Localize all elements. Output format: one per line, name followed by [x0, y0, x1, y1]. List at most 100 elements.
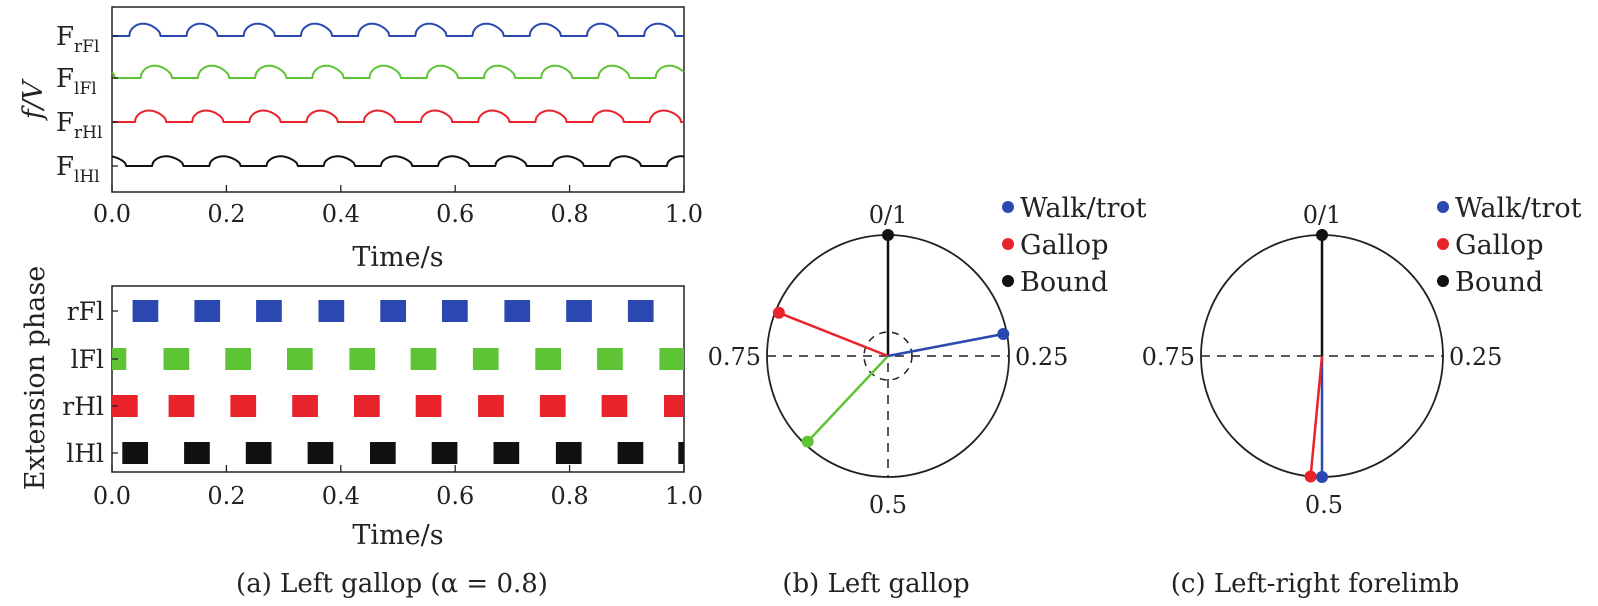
a-top-frame [111, 6, 685, 193]
extension-bar-lHl [245, 442, 272, 464]
phase-point [801, 435, 814, 448]
x-tick-label: 0.6 [436, 482, 474, 510]
row-label-lFl: lFl [71, 345, 104, 374]
extension-bar-rHl [292, 395, 318, 417]
extension-bar-lFl [535, 348, 561, 370]
a-bottom-row-labels: rFl lFl rHl lHl [62, 297, 118, 468]
series-line-lFl [111, 64, 685, 79]
panel-b-polar: 0/1 0.25 0.75 0.5 Walk/trot Gallop Bound (b) Le… [708, 193, 1147, 599]
extension-bar-lHl [122, 442, 148, 464]
caption-a: (a) Left gallop (α = 0.8) [236, 569, 548, 599]
panel-c-polar: 0/1 0.25 0.75 0.5 Walk/trot Gallop Bound (c) Le… [1142, 193, 1582, 599]
extension-bar-rHl [230, 395, 257, 417]
extension-bar-lFl [287, 348, 313, 370]
a-bottom-ylabel: Extension phase [20, 266, 51, 490]
extension-bar-rHl [539, 395, 566, 417]
polar-label-right: 0.25 [1015, 343, 1068, 371]
extension-bar-rHl [664, 395, 684, 417]
extension-bar-lFl [349, 348, 376, 370]
extension-bar-lHl [678, 442, 684, 464]
extension-bar-lHl [307, 442, 334, 464]
polar-label-top: 0/1 [1303, 201, 1342, 229]
extension-bar-rHl [354, 395, 380, 417]
series-line-rFl [112, 22, 684, 37]
polar-inner-circle [863, 331, 913, 381]
extension-bar-rHl [112, 395, 138, 417]
series-label-lFl: FlFl [56, 64, 97, 99]
polar-label-top: 0/1 [869, 201, 908, 229]
row-label-rFl: rFl [67, 297, 104, 326]
a-top-xlabel: Time/s [352, 242, 443, 273]
polar-label-left: 0.75 [1142, 343, 1195, 371]
a-bottom-bars [112, 300, 684, 464]
extension-bar-rFl [442, 300, 468, 322]
legend-label: Walk/trot [1455, 193, 1582, 224]
series-label-lHl: FlHl [56, 152, 100, 187]
polar-label-bottom: 0.5 [869, 491, 907, 519]
x-tick-label: 0.8 [551, 482, 589, 510]
extension-bar-lHl [555, 442, 582, 464]
series-label-rHl: FrHl [56, 108, 102, 143]
legend-marker [1437, 275, 1449, 287]
x-tick-label: 0.0 [93, 482, 131, 510]
phase-vector [806, 355, 889, 443]
extension-bar-lFl [112, 348, 127, 370]
extension-bar-lFl [163, 348, 190, 370]
x-tick-label: 0.4 [322, 200, 360, 228]
extension-bar-rFl [380, 300, 406, 322]
a-top-x-ticks: 0.0 0.2 0.4 0.6 0.8 1.0 [93, 185, 703, 228]
extension-bar-lFl [597, 348, 623, 370]
a-bottom-xlabel: Time/s [352, 520, 443, 551]
extension-bar-rFl [318, 300, 345, 322]
phase-point [1304, 470, 1317, 483]
legend-marker [1002, 201, 1014, 213]
legend-marker [1002, 238, 1014, 250]
legend-marker [1002, 275, 1014, 287]
phase-point [772, 306, 785, 319]
legend-label: Gallop [1020, 230, 1108, 261]
x-tick-label: 0.6 [436, 200, 474, 228]
extension-bar-lHl [617, 442, 644, 464]
x-tick-label: 0.8 [551, 200, 589, 228]
series-label-rFl: FrFl [56, 22, 99, 57]
extension-bar-lFl [472, 348, 499, 370]
caption: (b) Left gallop [782, 569, 969, 599]
extension-bar-lHl [493, 442, 520, 464]
a-bottom-frame [111, 285, 685, 473]
series-line-rHl [112, 109, 684, 123]
x-tick-label: 0.0 [93, 200, 131, 228]
a-top-series-labels: FrFl FlFl FrHl FlHl [56, 22, 118, 187]
caption: (c) Left-right forelimb [1171, 569, 1460, 599]
phase-vector [1309, 355, 1324, 477]
x-tick-label: 0.2 [207, 200, 245, 228]
extension-bar-rFl [194, 300, 221, 322]
extension-bar-rFl [132, 300, 159, 322]
a-bottom-x-ticks: 0.0 0.2 0.4 0.6 0.8 1.0 [93, 465, 703, 510]
extension-bar-rFl [504, 300, 531, 322]
extension-bar-rFl [256, 300, 282, 322]
x-tick-label: 1.0 [665, 482, 703, 510]
extension-bar-lHl [370, 442, 396, 464]
extension-bar-lHl [431, 442, 458, 464]
extension-bar-lFl [225, 348, 251, 370]
phase-point [997, 328, 1010, 340]
extension-bar-rHl [601, 395, 628, 417]
legend-marker [1437, 201, 1449, 213]
a-top-series-lines [111, 22, 685, 167]
legend-label: Gallop [1455, 230, 1543, 261]
extension-bar-lHl [184, 442, 210, 464]
polar-label-left: 0.75 [708, 343, 761, 371]
extension-bar-rFl [627, 300, 654, 322]
extension-bar-rHl [415, 395, 442, 417]
series-line-lHl [111, 155, 685, 167]
phase-point [1316, 229, 1328, 241]
a-top-ylabel: f/V [18, 78, 49, 121]
panel-a-extension-plot: rFl lFl rHl lHl 0.0 0.2 0.4 0.6 0.8 1.0 Extensio… [20, 266, 703, 599]
phase-vector [778, 311, 889, 358]
extension-bar-rHl [478, 395, 504, 417]
legend-marker [1437, 238, 1449, 250]
phase-vector [887, 332, 1004, 358]
legend-label: Walk/trot [1020, 193, 1147, 224]
x-tick-label: 0.2 [207, 482, 245, 510]
